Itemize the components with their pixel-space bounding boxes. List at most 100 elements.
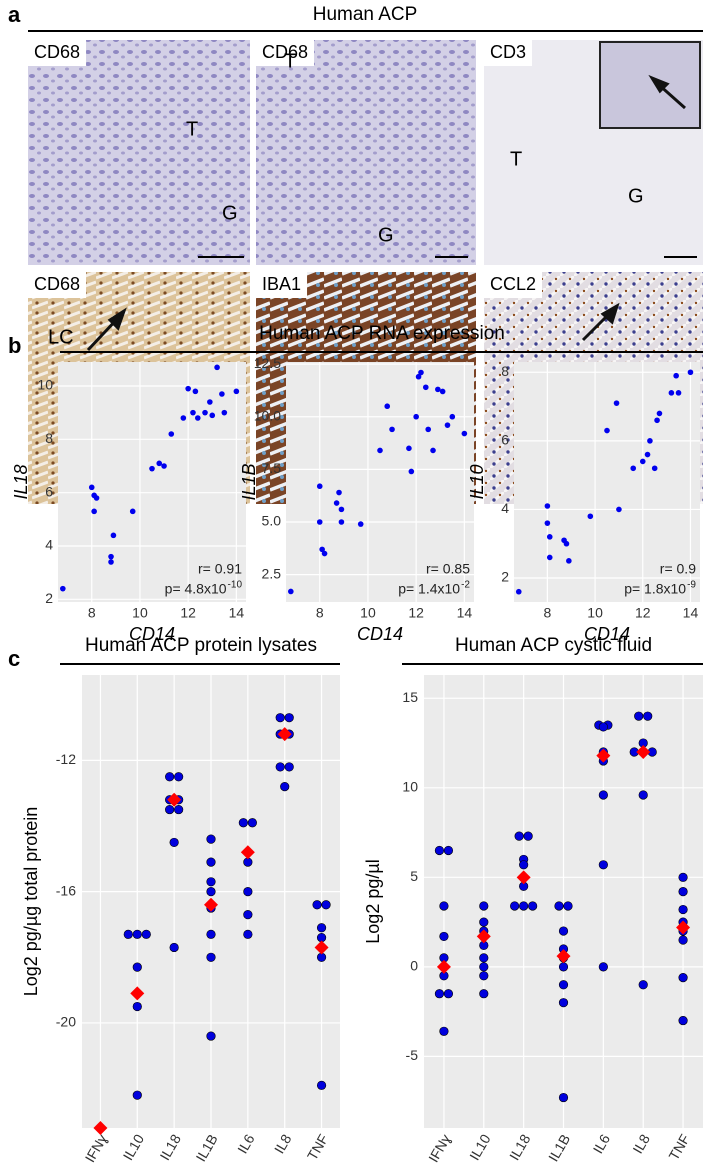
point <box>206 929 216 939</box>
point <box>515 588 522 595</box>
chart-title: Human ACP cystic fluid <box>455 635 652 656</box>
point <box>510 901 520 911</box>
panel-title: Human ACP RNA expression <box>259 323 505 344</box>
point <box>479 971 489 981</box>
y-tick-label: 7.5 <box>262 460 282 476</box>
point <box>288 588 294 595</box>
point <box>165 804 175 815</box>
point <box>338 506 345 513</box>
x-tick-label: 12 <box>408 605 424 621</box>
point <box>333 500 340 506</box>
x-tick-label: 8 <box>543 605 551 621</box>
image-annotation: T <box>186 118 198 140</box>
arrow-head <box>600 302 620 325</box>
point <box>207 399 213 405</box>
point <box>434 989 445 999</box>
y-tick-label: 4 <box>45 537 53 553</box>
chart-title: Human ACP protein lysates <box>85 635 317 656</box>
y-tick-label: 10 <box>402 779 418 795</box>
point <box>206 877 216 887</box>
image-label: CD68 <box>34 42 80 62</box>
point <box>439 931 449 942</box>
point <box>678 872 688 882</box>
point <box>247 818 257 828</box>
y-tick-label: 6 <box>45 483 53 499</box>
point <box>439 901 449 911</box>
point <box>336 489 342 496</box>
point <box>443 845 454 856</box>
y-axis-title: IL18 <box>11 464 31 499</box>
x-tick-label: IL18 <box>156 1131 184 1163</box>
point <box>209 412 216 419</box>
point <box>546 554 553 561</box>
x-axis-title: CD14 <box>357 624 403 644</box>
x-tick-label: 10 <box>587 605 603 621</box>
point <box>174 772 184 782</box>
median <box>436 959 451 974</box>
point <box>598 860 608 870</box>
point <box>132 962 142 972</box>
point <box>316 483 323 490</box>
median <box>676 920 691 935</box>
x-tick-label: 8 <box>316 605 324 621</box>
point <box>319 546 325 553</box>
panel-label: b <box>8 333 21 358</box>
panel-label: a <box>8 2 21 27</box>
point <box>566 558 572 564</box>
x-tick-label: IFNɣ <box>82 1131 111 1163</box>
y-tick-label: 6 <box>501 432 509 448</box>
point <box>479 901 489 911</box>
x-tick-label: IL6 <box>590 1131 614 1156</box>
y-tick-label: 2 <box>501 569 509 585</box>
image-label: CD68 <box>262 42 308 62</box>
point <box>243 887 253 897</box>
stat-p-exponent: -10 <box>228 580 243 591</box>
point <box>194 415 201 421</box>
point <box>630 465 637 472</box>
stat-p: p= 1.4x10 <box>398 581 460 597</box>
point <box>91 508 97 515</box>
point <box>558 998 569 1008</box>
y-axis-title: IL10 <box>467 464 487 499</box>
point <box>546 534 553 540</box>
x-tick-label: 12 <box>180 605 196 621</box>
y-tick-label: 5.0 <box>262 513 282 529</box>
y-tick-label: 12.5 <box>254 355 281 371</box>
y-tick-label: -16 <box>56 882 76 898</box>
point <box>206 952 216 962</box>
x-tick-label: 14 <box>229 605 245 621</box>
point <box>93 495 100 501</box>
point <box>238 818 248 828</box>
median <box>314 940 329 955</box>
point <box>434 845 445 856</box>
point <box>165 772 175 782</box>
y-tick-label: 8 <box>45 430 53 446</box>
point <box>422 384 429 391</box>
point <box>384 403 391 410</box>
x-tick-label: TNF <box>665 1131 692 1163</box>
x-tick-label: IL8 <box>629 1131 653 1156</box>
point <box>444 422 451 428</box>
point <box>316 1080 327 1090</box>
point <box>439 388 446 395</box>
point <box>675 390 682 396</box>
point <box>544 520 551 526</box>
x-tick-label: 10 <box>360 605 376 621</box>
y-tick-label: 15 <box>402 689 418 705</box>
point <box>132 929 142 939</box>
point <box>168 431 175 437</box>
point <box>461 430 468 437</box>
panel-label: c <box>8 646 20 671</box>
y-axis-title: Log2 pg/µl <box>363 859 383 943</box>
plot-background <box>514 362 700 602</box>
image-annotation: G <box>628 185 644 207</box>
x-tick-label: 12 <box>635 605 651 621</box>
point <box>316 923 327 933</box>
arrow-head <box>107 307 127 331</box>
x-tick-label: IL8 <box>271 1131 295 1156</box>
median <box>636 744 651 759</box>
label-box <box>484 40 533 66</box>
point <box>202 409 208 416</box>
image-label: CD3 <box>490 42 526 62</box>
